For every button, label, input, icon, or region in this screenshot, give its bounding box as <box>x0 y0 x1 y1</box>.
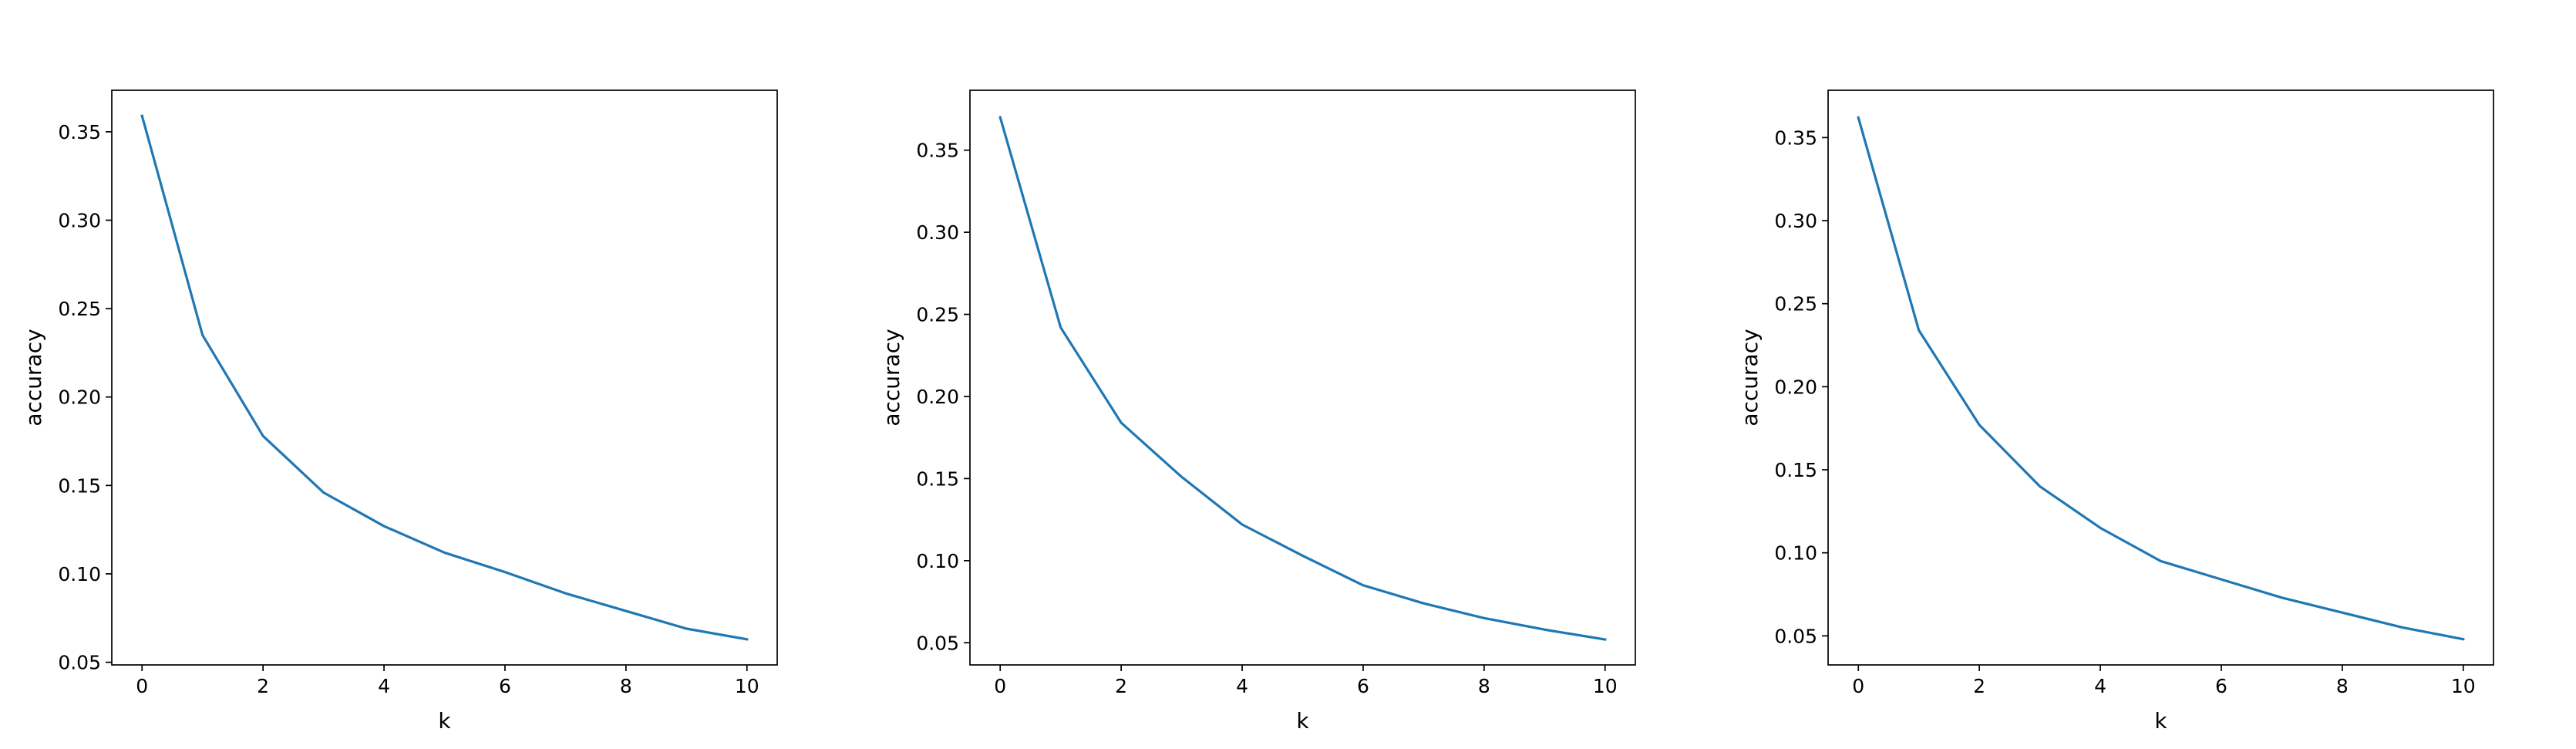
y-tick-label: 0.30 <box>1774 210 1817 232</box>
plot-frame <box>969 89 1636 666</box>
x-tick-label: 6 <box>1357 675 1369 697</box>
plot-frame <box>1827 89 2494 666</box>
x-tick-label: 4 <box>1236 675 1248 697</box>
chart-panel-2: 0 2 4 6 8 10 0.05 0.10 0.15 0.20 0.25 0.30 0.35 k accu… <box>879 89 1636 734</box>
series-line-1 <box>140 114 749 641</box>
y-tick-label: 0.35 <box>1774 127 1817 149</box>
x-tick-label: 0 <box>1852 675 1864 697</box>
x-tick-label: 10 <box>2451 675 2476 697</box>
chart-panel-1: 0 2 4 6 8 10 0.05 0.10 0.15 0.20 0.25 0.30 0.35 k accu… <box>21 89 778 734</box>
y-tick-label: 0.10 <box>58 563 101 585</box>
x-tick-label: 10 <box>1593 675 1618 697</box>
y-tick-label: 0.35 <box>916 140 959 162</box>
chart-panel-3: 0 2 4 6 8 10 0.05 0.10 0.15 0.20 0.25 0.30 0.35 k accu… <box>1737 89 2494 734</box>
y-tick-label: 0.20 <box>1774 376 1817 398</box>
y-tick-label: 0.10 <box>1774 542 1817 565</box>
y-axis-label: accuracy <box>1737 329 1763 426</box>
y-tick-label: 0.30 <box>916 221 959 244</box>
series-line-1 <box>998 116 1607 641</box>
plot-frame <box>111 89 778 666</box>
series-line-1 <box>1857 116 2465 641</box>
y-axis-label: accuracy <box>879 329 904 426</box>
x-tick-label: 2 <box>1973 675 1985 697</box>
x-tick-label: 2 <box>1115 675 1127 697</box>
x-axis-label: k <box>1296 708 1309 734</box>
y-tick-label: 0.15 <box>1774 459 1817 481</box>
y-tick-label: 0.15 <box>58 474 101 497</box>
x-tick-label: 4 <box>378 675 390 697</box>
y-tick-label: 0.35 <box>58 121 101 143</box>
y-tick-label: 0.20 <box>916 386 959 408</box>
y-tick-label: 0.20 <box>58 386 101 409</box>
x-tick-label: 0 <box>136 675 148 697</box>
x-tick-label: 0 <box>994 675 1006 697</box>
x-tick-label: 6 <box>2215 675 2227 697</box>
y-tick-label: 0.15 <box>916 467 959 490</box>
x-axis-label: k <box>2154 708 2167 734</box>
y-tick-label: 0.25 <box>916 304 959 326</box>
y-tick-label: 0.10 <box>916 550 959 572</box>
x-tick-label: 4 <box>2094 675 2106 697</box>
x-tick-label: 8 <box>1478 675 1490 697</box>
x-tick-label: 2 <box>257 675 269 697</box>
x-tick-label: 10 <box>735 675 759 697</box>
y-axis-label: accuracy <box>21 329 46 426</box>
y-tick-label: 0.25 <box>1774 293 1817 315</box>
x-tick-label: 8 <box>2336 675 2349 697</box>
y-tick-label: 0.05 <box>1774 625 1817 647</box>
x-axis-label: k <box>438 708 451 734</box>
x-tick-label: 8 <box>620 675 632 697</box>
y-tick-label: 0.25 <box>58 298 101 320</box>
y-tick-label: 0.05 <box>58 652 101 674</box>
x-tick-label: 6 <box>499 675 511 697</box>
y-tick-label: 0.05 <box>916 632 959 654</box>
y-tick-label: 0.30 <box>58 209 101 231</box>
